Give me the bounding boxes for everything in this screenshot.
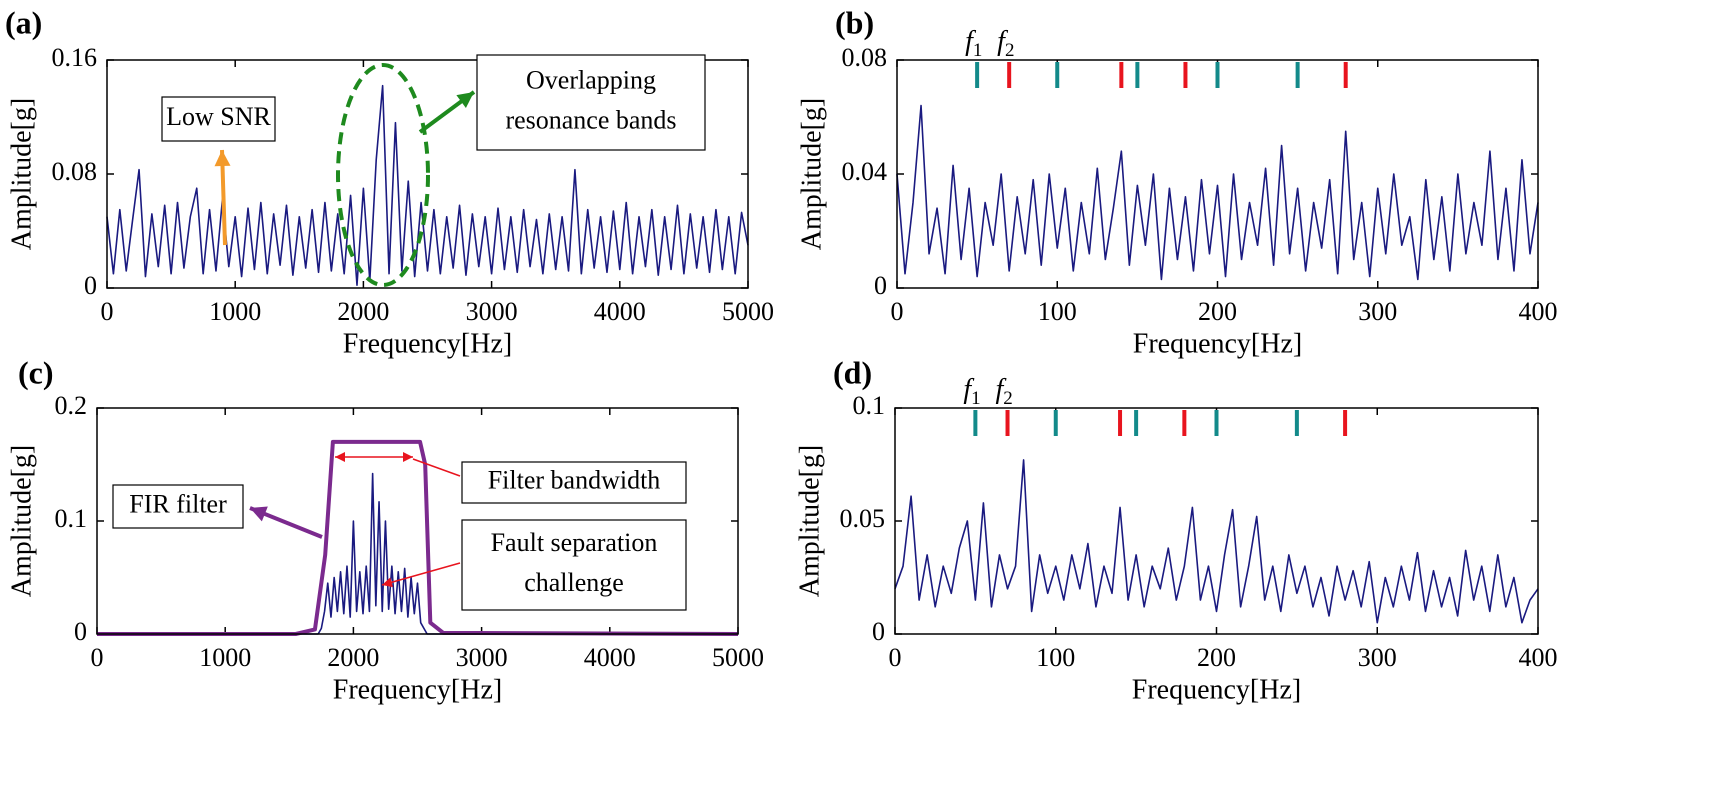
x-axis-label: Frequency[Hz] [333, 674, 502, 705]
fault-label: f1 [963, 374, 980, 409]
annotation-text: resonance bands [505, 105, 676, 134]
y-tick-label: 0 [84, 271, 97, 300]
plot-frame [106, 59, 749, 289]
plot-frame [894, 407, 1539, 635]
annotation-text: challenge [524, 568, 624, 597]
x-tick-label: 100 [1036, 643, 1075, 672]
fault-subscript: 1 [971, 388, 981, 409]
arrow-head [382, 577, 393, 588]
arrow-line [381, 562, 461, 586]
x-tick-label: 200 [1197, 643, 1236, 672]
highlight-ellipse [336, 63, 430, 287]
y-tick-label: 0.08 [52, 157, 98, 186]
fault-subscript: 2 [1005, 40, 1015, 61]
data-line [894, 459, 1539, 624]
x-tick-label: 0 [91, 643, 104, 672]
y-tick-label: 0 [874, 271, 887, 300]
x-tick-label: 400 [1519, 297, 1558, 326]
y-tick-label: 0.2 [55, 391, 88, 420]
annotation-text: Low SNR [166, 102, 271, 131]
x-tick-label: 4000 [584, 643, 636, 672]
y-tick-label: 0.08 [842, 43, 888, 72]
annotation-box [461, 461, 687, 504]
x-tick-label: 300 [1358, 297, 1397, 326]
y-tick-label: 0 [872, 617, 885, 646]
annotation-box [461, 519, 687, 611]
fault-label: f1 [965, 26, 982, 61]
panel-label: (c) [18, 354, 54, 390]
annotation-text: Filter bandwidth [488, 465, 661, 494]
panel-label: (a) [5, 4, 42, 40]
fault-subscript: 1 [973, 40, 983, 61]
annotation-text: Fault separation [491, 528, 658, 557]
fault-symbol: f [963, 374, 974, 405]
plot-frame [96, 407, 739, 635]
y-axis-label: Amplitude[g] [6, 98, 37, 250]
x-tick-label: 3000 [456, 643, 508, 672]
x-tick-label: 1000 [199, 643, 251, 672]
x-tick-label: 0 [889, 643, 902, 672]
x-tick-label: 200 [1198, 297, 1237, 326]
x-tick-label: 100 [1038, 297, 1077, 326]
annotation-text: Overlapping [526, 65, 656, 94]
data-line [106, 84, 749, 286]
y-tick-label: 0.16 [52, 43, 98, 72]
x-tick-label: 1000 [209, 297, 261, 326]
fault-subscript: 2 [1003, 388, 1013, 409]
data-line [97, 439, 739, 636]
annotation-text: FIR filter [129, 489, 227, 518]
panel-label: (d) [833, 354, 872, 390]
y-axis-label: Amplitude[g] [794, 445, 825, 597]
x-tick-label: 3000 [466, 297, 518, 326]
data-line [896, 104, 1539, 281]
x-tick-label: 400 [1519, 643, 1558, 672]
x-tick-label: 5000 [712, 643, 764, 672]
arrow-head [214, 150, 231, 167]
fault-symbol: f [997, 26, 1008, 57]
fault-symbol: f [965, 26, 976, 57]
y-tick-label: 0.04 [842, 157, 888, 186]
y-tick-label: 0.1 [853, 391, 886, 420]
y-axis-label: Amplitude[g] [796, 98, 827, 250]
fault-label: f2 [997, 26, 1014, 61]
x-tick-label: 5000 [722, 297, 774, 326]
panel-label: (b) [835, 4, 874, 40]
arrow-head [403, 452, 413, 462]
x-axis-label: Frequency[Hz] [343, 328, 512, 359]
x-tick-label: 2000 [327, 643, 379, 672]
fault-label: f2 [996, 374, 1013, 409]
arrow-head [456, 92, 474, 108]
y-tick-label: 0.1 [55, 504, 88, 533]
arrow-head [250, 506, 268, 522]
annotation-box [161, 96, 276, 142]
x-axis-label: Frequency[Hz] [1133, 328, 1302, 359]
x-axis-label: Frequency[Hz] [1132, 674, 1301, 705]
y-axis-label: Amplitude[g] [6, 445, 37, 597]
x-tick-label: 2000 [337, 297, 389, 326]
x-tick-label: 0 [891, 297, 904, 326]
y-tick-label: 0 [74, 617, 87, 646]
arrow-head [335, 452, 345, 462]
plot-frame [896, 59, 1539, 289]
x-tick-label: 300 [1358, 643, 1397, 672]
annotation-box [476, 54, 706, 151]
x-tick-label: 0 [101, 297, 114, 326]
annotation-box [112, 484, 244, 529]
arrow-line [412, 458, 461, 477]
data-line [97, 472, 738, 635]
x-tick-label: 4000 [594, 297, 646, 326]
fault-symbol: f [996, 374, 1007, 405]
y-tick-label: 0.05 [840, 504, 886, 533]
